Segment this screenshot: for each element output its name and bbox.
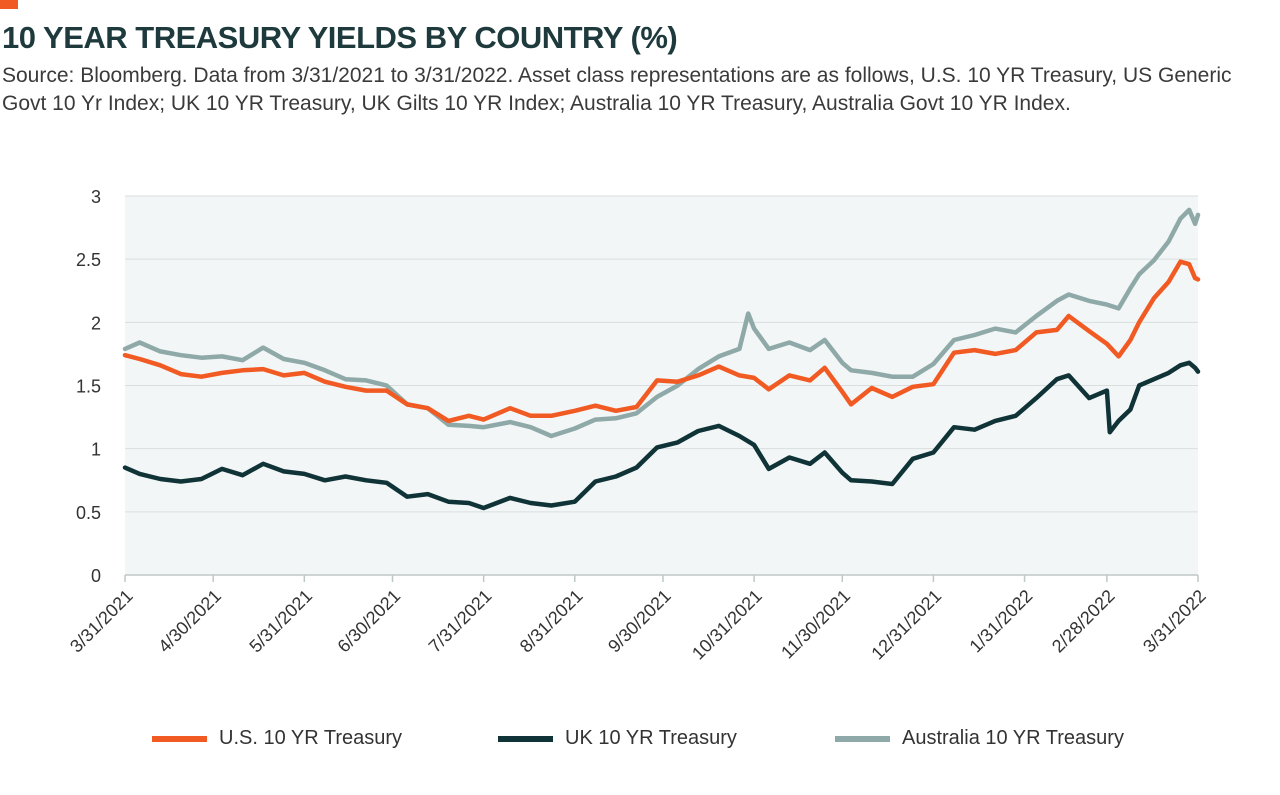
legend-item-us: U.S. 10 YR Treasury	[152, 727, 402, 750]
legend-swatch-uk	[498, 735, 553, 742]
grid-layer	[125, 195, 1198, 513]
y-tick-label: 1.5	[76, 377, 101, 397]
legend-item-uk: UK 10 YR Treasury	[498, 727, 737, 750]
legend-label-uk: UK 10 YR Treasury	[565, 727, 737, 749]
source-note: Source: Bloomberg. Data from 3/31/2021 t…	[2, 64, 1232, 115]
chart-title: 10 YEAR TREASURY YIELDS BY COUNTRY (%)	[2, 20, 678, 55]
legend: U.S. 10 YR Treasury UK 10 YR Treasury Au…	[0, 727, 1280, 755]
x-tick-label: 10/31/2021	[688, 586, 766, 664]
series-line-australia	[122, 207, 1201, 439]
y-tick-label: 2.5	[76, 250, 101, 270]
legend-label-us: U.S. 10 YR Treasury	[219, 727, 403, 749]
x-tick-label: 3/31/2022	[1139, 586, 1210, 657]
legend-label-australia: Australia 10 YR Treasury	[902, 727, 1124, 749]
x-tick-label: 8/31/2021	[516, 586, 587, 657]
y-tick-label: 1	[91, 440, 101, 460]
legend-swatch-us	[152, 735, 207, 742]
x-tick-label: 7/31/2021	[425, 586, 496, 657]
legend-swatch-australia	[835, 735, 890, 742]
accent-bar	[0, 0, 18, 9]
x-tick-label: 11/30/2021	[777, 586, 854, 663]
x-tick-label: 4/30/2021	[154, 586, 225, 657]
y-tick-label: 3	[91, 187, 101, 207]
x-tick-label: 5/31/2021	[245, 586, 316, 657]
legend-item-australia: Australia 10 YR Treasury	[835, 727, 1124, 750]
x-tick-label: 6/30/2021	[334, 586, 405, 657]
x-tick-label: 2/28/2022	[1048, 586, 1119, 657]
series-line-uk	[122, 360, 1201, 511]
y-tick-label: 2	[91, 313, 101, 333]
series-line-us	[122, 259, 1201, 424]
x-tick-label: 3/31/2021	[66, 586, 137, 657]
y-axis: 0 0.5 1 1.5 2 2.5 3	[76, 187, 101, 586]
x-tick-label: 12/31/2021	[867, 586, 945, 664]
y-tick-label: 0.5	[76, 503, 101, 523]
x-tick-label: 9/30/2021	[604, 586, 675, 657]
series-layer	[122, 207, 1201, 511]
x-axis: 3/31/2021 4/30/2021 5/31/2021 6/30/2021 7/31…	[66, 574, 1210, 664]
x-tick-label: 1/31/2022	[966, 586, 1037, 657]
y-tick-label: 0	[91, 566, 101, 586]
